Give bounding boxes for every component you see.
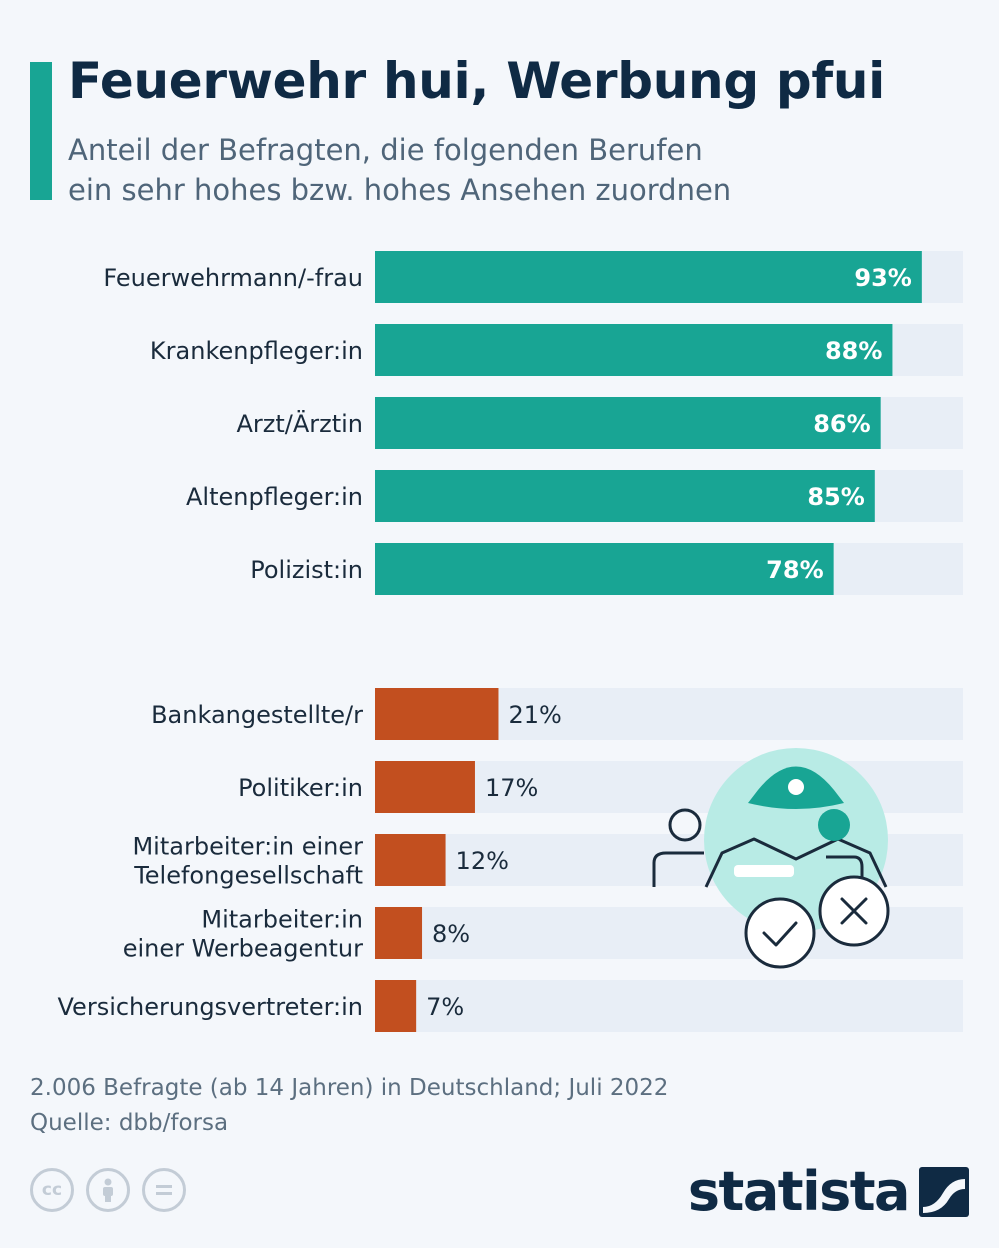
bar-value-label: 93% [854,264,911,292]
bar-value-label: 17% [485,774,538,802]
bar-value-label: 85% [807,483,864,511]
bar [375,470,875,522]
subtitle-line-1: Anteil der Befragten, die folgenden Beru… [68,133,703,167]
statista-logo[interactable]: statista [688,1160,969,1223]
bar-value-label: 86% [813,410,870,438]
category-label-line: Versicherungsvertreter:in [58,993,364,1021]
bar [375,543,834,595]
category-label: Arzt/Ärztin [236,409,363,438]
category-label: Altenpfleger:in [186,483,363,511]
brand-wordmark: statista [687,1160,911,1223]
category-label-line: Feuerwehrmann/-frau [103,264,363,292]
bar-value-label: 8% [432,920,470,948]
category-label-line: Krankenpfleger:in [150,337,363,365]
bar [375,251,922,303]
bar [375,761,475,813]
category-label-line: Bankangestellte/r [151,701,363,729]
category-label: Mitarbeiter:in einer Telefongesellschaft [132,833,363,890]
category-label: Krankenpfleger:in [150,337,363,365]
license-icons: cc [30,1168,186,1212]
category-label: Polizist:in [250,556,363,584]
bar [375,688,499,740]
footer-note: 2.006 Befragte (ab 14 Jahren) in Deutsch… [30,1075,669,1101]
bar-track [375,980,963,1032]
bar-value-label: 78% [766,556,823,584]
by-icon[interactable] [86,1168,130,1212]
bar [375,834,446,886]
bar [375,980,417,1032]
bar-value-label: 88% [825,337,882,365]
bar [375,397,881,449]
category-label: Mitarbeiter:in einer Werbeagentur [123,906,363,963]
category-label: Feuerwehrmann/-frau [103,264,363,292]
profession-illustration [652,748,890,969]
category-label-line: Politiker:in [238,774,363,802]
category-label-line: Mitarbeiter:in einer [132,833,363,861]
category-label-line: einer Werbeagentur [123,935,363,963]
category-label-line: Arzt/Ärztin [236,409,363,438]
subtitle-line-2: ein sehr hohes bzw. hohes Ansehen zuordn… [68,173,732,207]
bar-chart: 93% Feuerwehrmann/-frau 88% Krankenpfleger:… [58,251,963,1032]
category-label-line: Polizist:in [250,556,363,584]
bar-value-label: 12% [456,847,509,875]
category-label: Versicherungsvertreter:in [58,993,364,1021]
bar-value-label: 21% [508,701,561,729]
title-accent-bar [30,62,52,200]
cc-icon[interactable]: cc [30,1168,74,1212]
bar [375,324,893,376]
statista-mark-icon [919,1166,969,1217]
bar-value-label: 7% [426,993,464,1021]
footer-source: Quelle: dbb/forsa [30,1110,229,1136]
category-label: Politiker:in [238,774,363,802]
chart-title: Feuerwehr hui, Werbung pfui [68,52,885,110]
category-label-line: Mitarbeiter:in [201,906,363,934]
category-label-line: Telefongesellschaft [133,862,363,890]
nd-icon[interactable] [142,1168,186,1212]
category-label-line: Altenpfleger:in [186,483,363,511]
chart-subtitle: Anteil der Befragten, die folgenden Beru… [68,130,928,210]
bar [375,907,423,959]
category-label: Bankangestellte/r [151,701,363,729]
